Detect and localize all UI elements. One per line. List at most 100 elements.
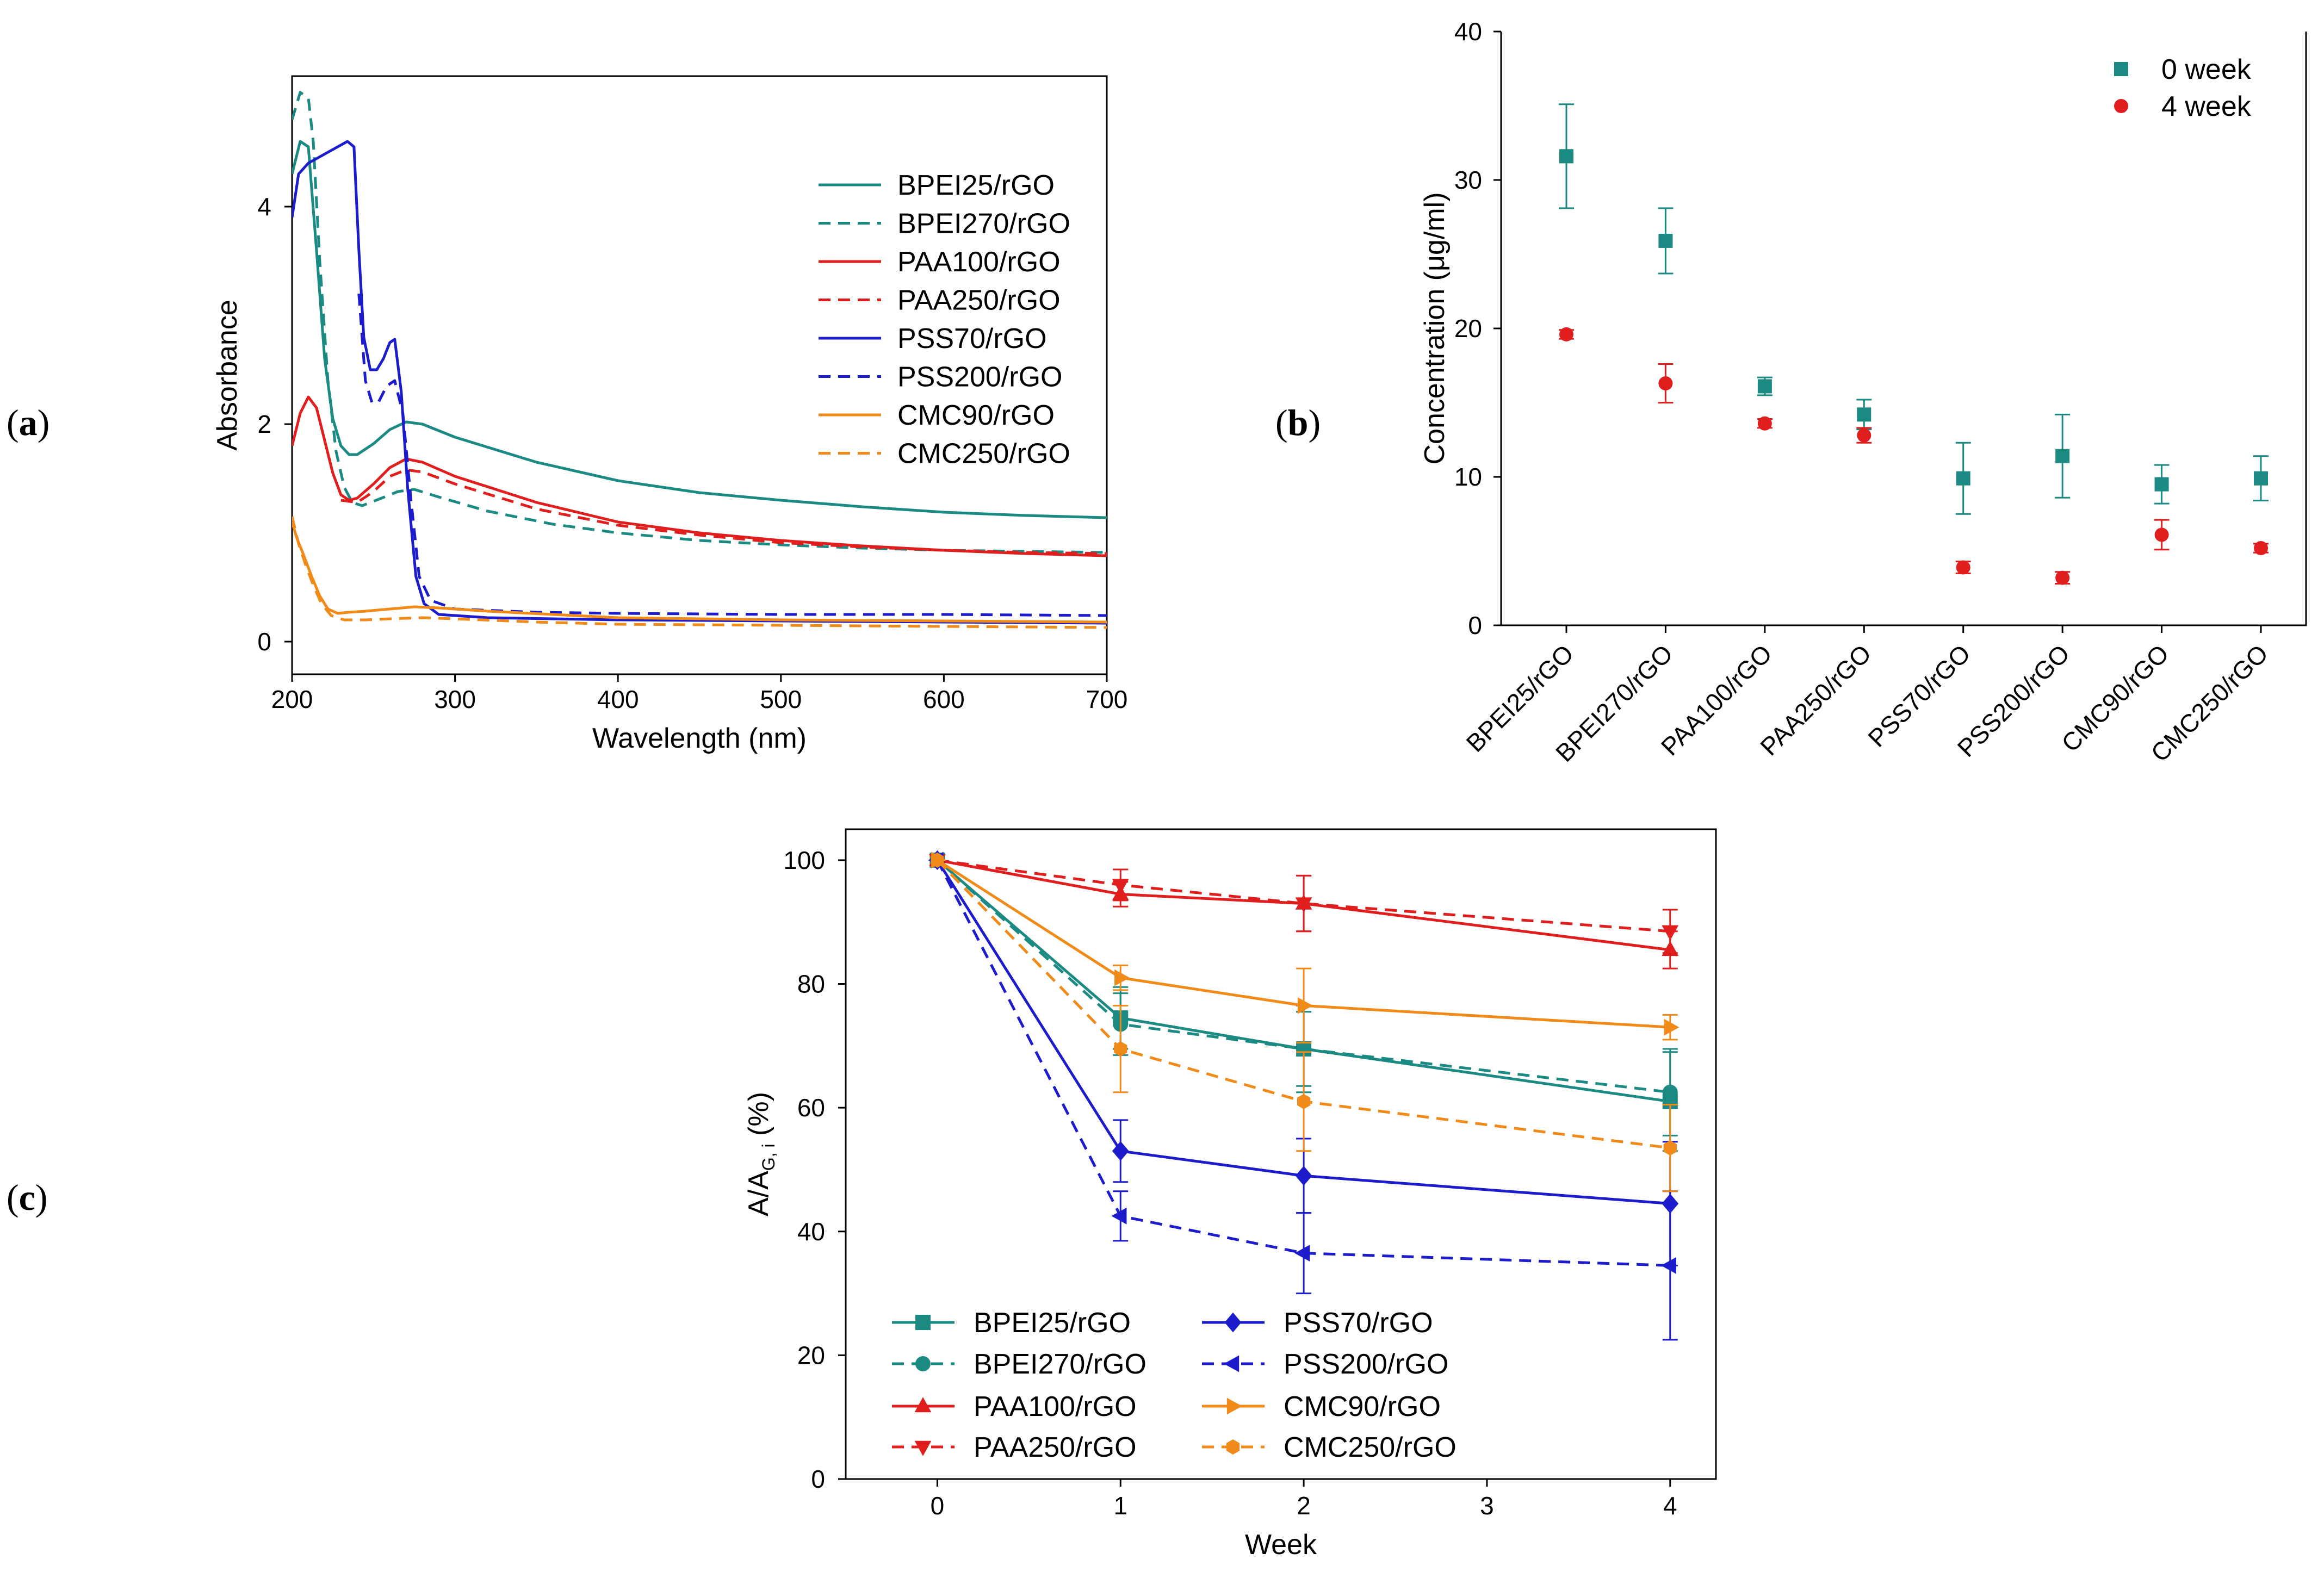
data-point-0-week [2055,449,2070,463]
x-tick-label: 400 [597,685,639,713]
series-line-paa250-rgo [340,468,1107,555]
data-point-0-week [1559,149,1573,164]
series-line-bpei25-rgo [936,859,1671,1103]
data-point-4-week [1857,428,1871,443]
data-point-cmc90-rgo [1297,997,1313,1014]
chart-panel-a: 200 300 400 500 600 700 0 2 4 Wavelength (nm) Abso… [212,75,1128,754]
x-tick-label: 600 [923,685,965,713]
panel-label-b: (b) [1275,402,1321,443]
y-tick-label: 0 [811,1465,825,1493]
legend-label-paa250-rgo: PAA250/rGO [897,285,1061,316]
legend-marker-pss200-rgo [1224,1355,1240,1372]
plot-frame [291,75,1108,675]
data-point-4-week [2254,541,2268,556]
series-line-bpei25-rgo [292,140,1107,519]
y-tick-label: 20 [1454,314,1482,343]
y-tick-label: 30 [1454,166,1482,194]
data-point-4-week [1559,327,1573,341]
x-axis-title: Week [1245,1529,1317,1561]
series-line-cmc250-rgo [292,516,1107,629]
data-point-0-week [2254,471,2268,486]
series-line-paa250-rgo [937,859,1670,933]
y-tick-label: 0 [1468,611,1482,639]
series-line-paa100-rgo [292,395,1107,557]
data-point-cmc250-rgo [1663,1140,1677,1156]
panel-label-a: (a) [7,402,49,443]
legend-label-paa250-rgo: PAA250/rGO [974,1432,1137,1463]
legend-marker-paa100-rgo [914,1397,932,1413]
y-axis-title: A/AG, i (%) [743,1092,778,1216]
y-tick-label: 4 [257,192,271,221]
legend-label-0-week: 0 week [2161,54,2252,85]
series-line-pss70-rgo [292,140,1107,625]
y-tick-label: 2 [257,410,271,438]
x-tick-label: 0 [931,1492,945,1520]
y-axis-title: Absorbance [212,300,243,451]
data-point-cmc250-rgo [1114,1041,1127,1057]
series-line-cmc90-rgo [292,521,1107,624]
data-point-4-week [1757,416,1772,431]
y-tick-label: 40 [1454,17,1482,46]
data-point-cmc250-rgo [931,852,944,868]
legend-label-bpei25-rgo: BPEI25/rGO [897,170,1055,201]
x-tick-label: 300 [434,685,476,713]
x-tick-label: 200 [271,685,313,713]
legend-label-cmc250-rgo: CMC250/rGO [1284,1432,1457,1463]
legend-marker-paa250-rgo [914,1440,932,1456]
y-tick-label: 20 [797,1341,825,1369]
series-line-bpei270-rgo [936,859,1671,1094]
legend-label-bpei270-rgo: BPEI270/rGO [974,1349,1146,1380]
y-tick-label: 0 [257,627,271,656]
legend-marker-0-week [2114,62,2128,76]
legend-marker-pss70-rgo [1224,1312,1242,1333]
legend-marker-bpei25-rgo [915,1315,931,1330]
series-line-pss200-rgo [936,859,1670,1267]
legend-marker-4-week [2114,99,2128,113]
y-tick-label: 80 [797,970,825,998]
series-line-cmc250-rgo [936,859,1671,1150]
data-point-pss70-rgo [1295,1166,1312,1186]
chart-panel-b: 010203040BPEI25/rGOBPEI270/rGOPAA100/rGO… [1419,17,2307,767]
y-tick-label: 10 [1454,463,1482,491]
legend-label-pss200-rgo: PSS200/rGO [1284,1349,1448,1380]
plot-frame [845,828,1717,1480]
data-point-paa250-rgo [1295,897,1312,913]
series-line-cmc90-rgo [937,859,1670,1029]
x-tick-label: 700 [1086,685,1128,713]
series-line-pss70-rgo [936,859,1670,1206]
data-point-cmc250-rgo [1297,1093,1311,1109]
legend-label-paa100-rgo: PAA100/rGO [897,246,1061,278]
legend-label-pss70-rgo: PSS70/rGO [1284,1307,1433,1339]
data-point-pss70-rgo [1112,1141,1129,1161]
x-tick-label: 2 [1297,1492,1311,1520]
legend-label-bpei25-rgo: BPEI25/rGO [974,1307,1131,1339]
legend-label-bpei270-rgo: BPEI270/rGO [897,208,1070,240]
legend-marker-bpei270-rgo [915,1356,931,1371]
legend-label-cmc90-rgo: CMC90/rGO [897,400,1055,431]
data-point-4-week [1956,560,1970,575]
data-point-pss200-rgo [1111,1207,1127,1225]
data-point-cmc90-rgo [1114,969,1130,986]
data-point-pss200-rgo [1660,1257,1676,1274]
y-axis-title: Concentration (μg/ml) [1419,192,1451,464]
data-point-0-week [1658,233,1673,248]
y-tick-label: 40 [797,1217,825,1246]
data-point-4-week [1658,376,1673,391]
panel-label-c: (c) [7,1177,48,1218]
legend-label-4-week: 4 week [2161,91,2252,122]
data-point-cmc90-rgo [1664,1018,1680,1036]
series-line-pss200-rgo [357,293,1107,617]
data-point-0-week [1956,471,1970,486]
data-point-pss200-rgo [1294,1245,1310,1262]
legend-label-paa100-rgo: PAA100/rGO [974,1391,1137,1422]
x-axis-title: Wavelength (nm) [592,723,807,754]
legend-label-cmc250-rgo: CMC250/rGO [897,438,1070,470]
data-point-paa250-rgo [1112,879,1129,894]
x-tick-label: 1 [1113,1492,1127,1520]
data-point-0-week [2154,477,2169,492]
y-tick-label: 60 [797,1093,825,1122]
series-line-bpei270-rgo [292,91,1107,554]
data-point-4-week [2154,527,2169,542]
